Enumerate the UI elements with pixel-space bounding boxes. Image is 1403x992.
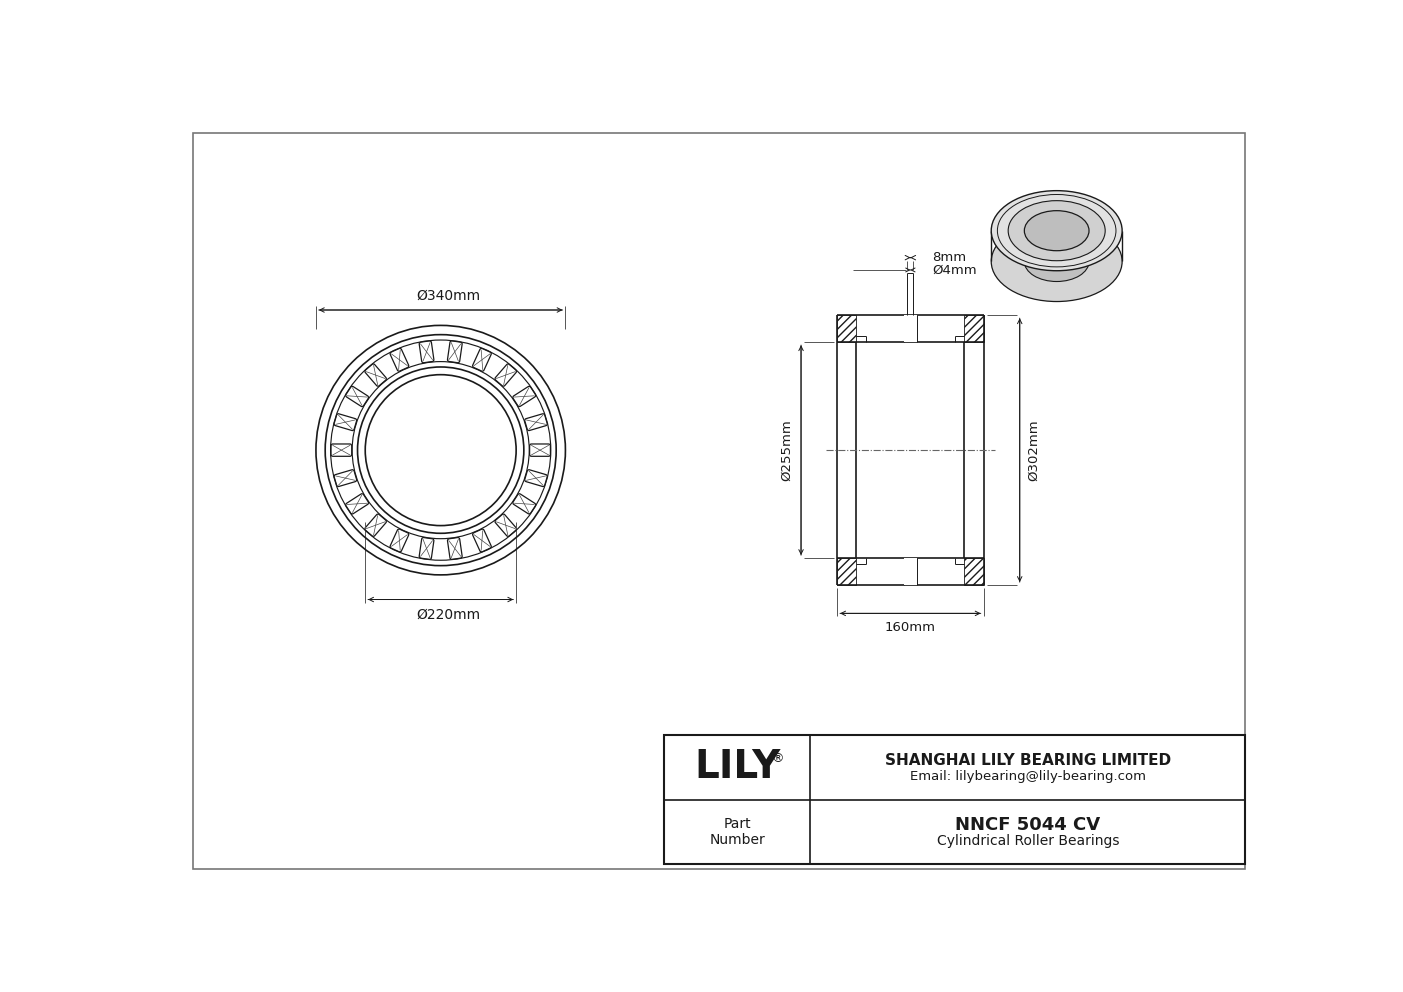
Bar [964,558,984,585]
Bar [664,735,1246,864]
Text: 160mm: 160mm [885,621,936,634]
Text: Ø4mm: Ø4mm [932,264,976,277]
Text: Part
Number: Part Number [710,817,765,847]
Text: Email: lilybearing@lily-bearing.com: Email: lilybearing@lily-bearing.com [909,770,1146,783]
Text: Ø220mm: Ø220mm [417,607,480,621]
Text: Ø255mm: Ø255mm [780,420,793,481]
Bar [904,558,916,585]
Ellipse shape [1009,200,1106,261]
Text: 8mm: 8mm [932,251,967,264]
Bar [838,315,856,342]
Bar [964,315,984,342]
Bar [838,558,856,585]
Bar [904,315,916,342]
Ellipse shape [992,221,1122,302]
Text: Ø340mm: Ø340mm [417,289,480,303]
Text: Ø302mm: Ø302mm [1027,420,1041,481]
Text: ®: ® [770,752,783,766]
Ellipse shape [1024,241,1089,282]
Ellipse shape [1024,210,1089,251]
Text: NNCF 5044 CV: NNCF 5044 CV [955,816,1100,834]
Text: SHANGHAI LILY BEARING LIMITED: SHANGHAI LILY BEARING LIMITED [885,753,1172,768]
Text: Cylindrical Roller Bearings: Cylindrical Roller Bearings [937,834,1120,848]
Text: LILY: LILY [694,748,780,787]
Ellipse shape [992,190,1122,271]
